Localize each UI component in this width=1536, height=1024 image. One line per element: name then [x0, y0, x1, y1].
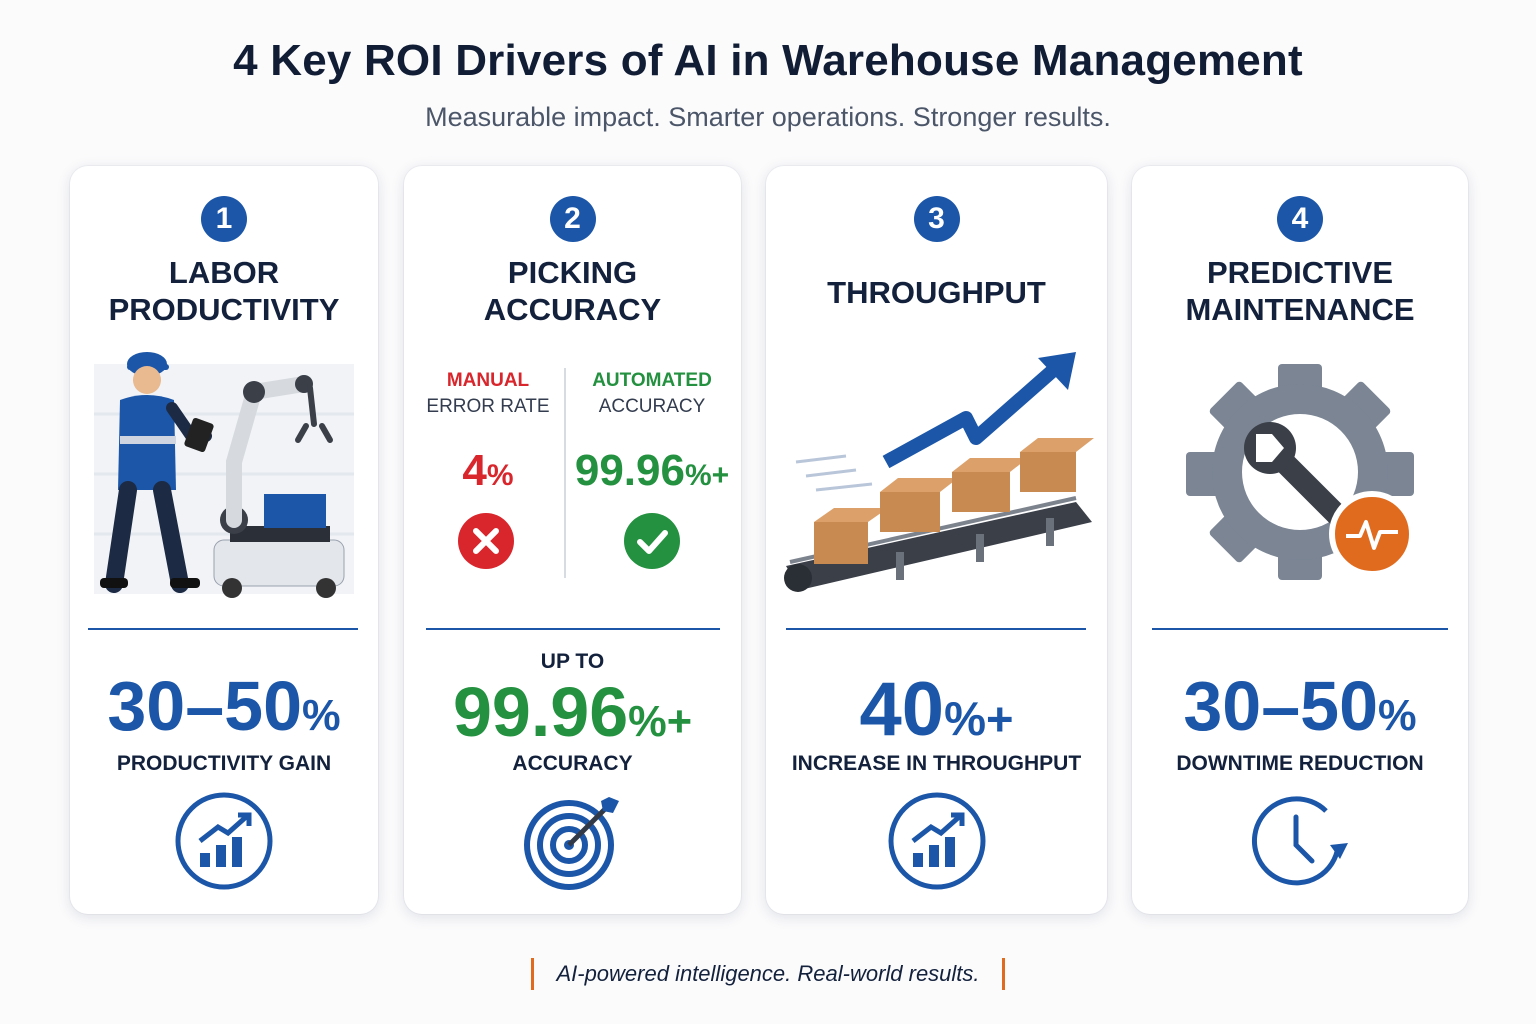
page-subtitle: Measurable impact. Smarter operations. S…	[425, 102, 1111, 132]
manual-heading: MANUAL ERROR RATE	[426, 370, 550, 417]
card-number-badge: 4	[1277, 196, 1323, 242]
card-divider	[88, 628, 358, 630]
metric-label: INCREASE IN THROUGHPUT	[791, 752, 1082, 775]
card-divider	[426, 628, 720, 630]
card-number-badge: 1	[201, 196, 247, 242]
card-title-line1: PICKING	[507, 255, 638, 290]
x-circle-icon	[458, 513, 514, 569]
metric-label: DOWNTIME REDUCTION	[1176, 752, 1424, 775]
clock-icon	[1252, 796, 1348, 886]
footer-tagline: AI-powered intelligence. Real-world resu…	[0, 958, 1536, 990]
card-throughput: 3 THROUGHPUT 40%+ INCREASE IN THROUGHPUT	[766, 166, 1107, 914]
card-number-badge: 3	[913, 196, 960, 242]
manual-error-value: 4%	[462, 446, 514, 495]
card-title-line1: THROUGHPUT	[827, 275, 1046, 310]
footer-accent-left	[531, 958, 535, 990]
footer-text: AI-powered intelligence. Real-world resu…	[556, 961, 980, 986]
card-title: PREDICTIVE MAINTENANCE	[1132, 254, 1468, 328]
metric-label: ACCURACY	[512, 752, 633, 775]
metric-value: 99.96%+	[452, 673, 693, 751]
card-predictive-maintenance: 4 PREDICTIVE MAINTENANCE 30–50% DOWNTIME…	[1132, 166, 1468, 914]
page-title: 4 Key ROI Drivers of AI in Warehouse Man…	[233, 36, 1303, 85]
metric-value: 40%+	[859, 667, 1014, 752]
automated-heading: AUTOMATED ACCURACY	[592, 370, 712, 417]
card-number-badge: 2	[549, 196, 596, 242]
card-divider	[786, 628, 1086, 630]
card-title-line2: MAINTENANCE	[1185, 292, 1415, 327]
card-title-line2: PRODUCTIVITY	[108, 292, 340, 327]
card-title-line1: PREDICTIVE	[1206, 255, 1394, 290]
card-title-line1: LABOR	[168, 255, 280, 290]
card-title: THROUGHPUT	[766, 274, 1107, 311]
bar-chart-up-icon	[175, 792, 273, 890]
metric-label: PRODUCTIVITY GAIN	[116, 752, 332, 775]
gear-wrench-illustration	[1186, 364, 1415, 580]
automated-accuracy-value: 99.96%+	[574, 446, 730, 495]
card-picking-accuracy: 2 PICKING ACCURACY MANUAL ERROR RATE AUT…	[404, 166, 741, 914]
metric-value: 30–50%	[107, 667, 341, 745]
card-divider	[1152, 628, 1448, 630]
footer-accent-right	[1001, 958, 1005, 990]
card-title: LABOR PRODUCTIVITY	[70, 254, 378, 328]
card-title-line2: ACCURACY	[483, 292, 662, 327]
bar-chart-up-icon	[888, 792, 985, 890]
target-icon	[523, 797, 619, 890]
worker-and-robot-arm-illustration	[94, 352, 354, 598]
comparison-divider	[564, 368, 566, 578]
card-title: PICKING ACCURACY	[404, 254, 741, 328]
check-circle-icon	[624, 513, 680, 569]
conveyor-belt-boxes-illustration	[784, 352, 1094, 592]
card-labor-productivity: 1 LABOR PRODUCTIVITY 30–50% PRODUCTIVITY…	[70, 166, 378, 914]
metric-prefix: UP TO	[540, 650, 605, 673]
metric-value: 30–50%	[1183, 667, 1417, 745]
